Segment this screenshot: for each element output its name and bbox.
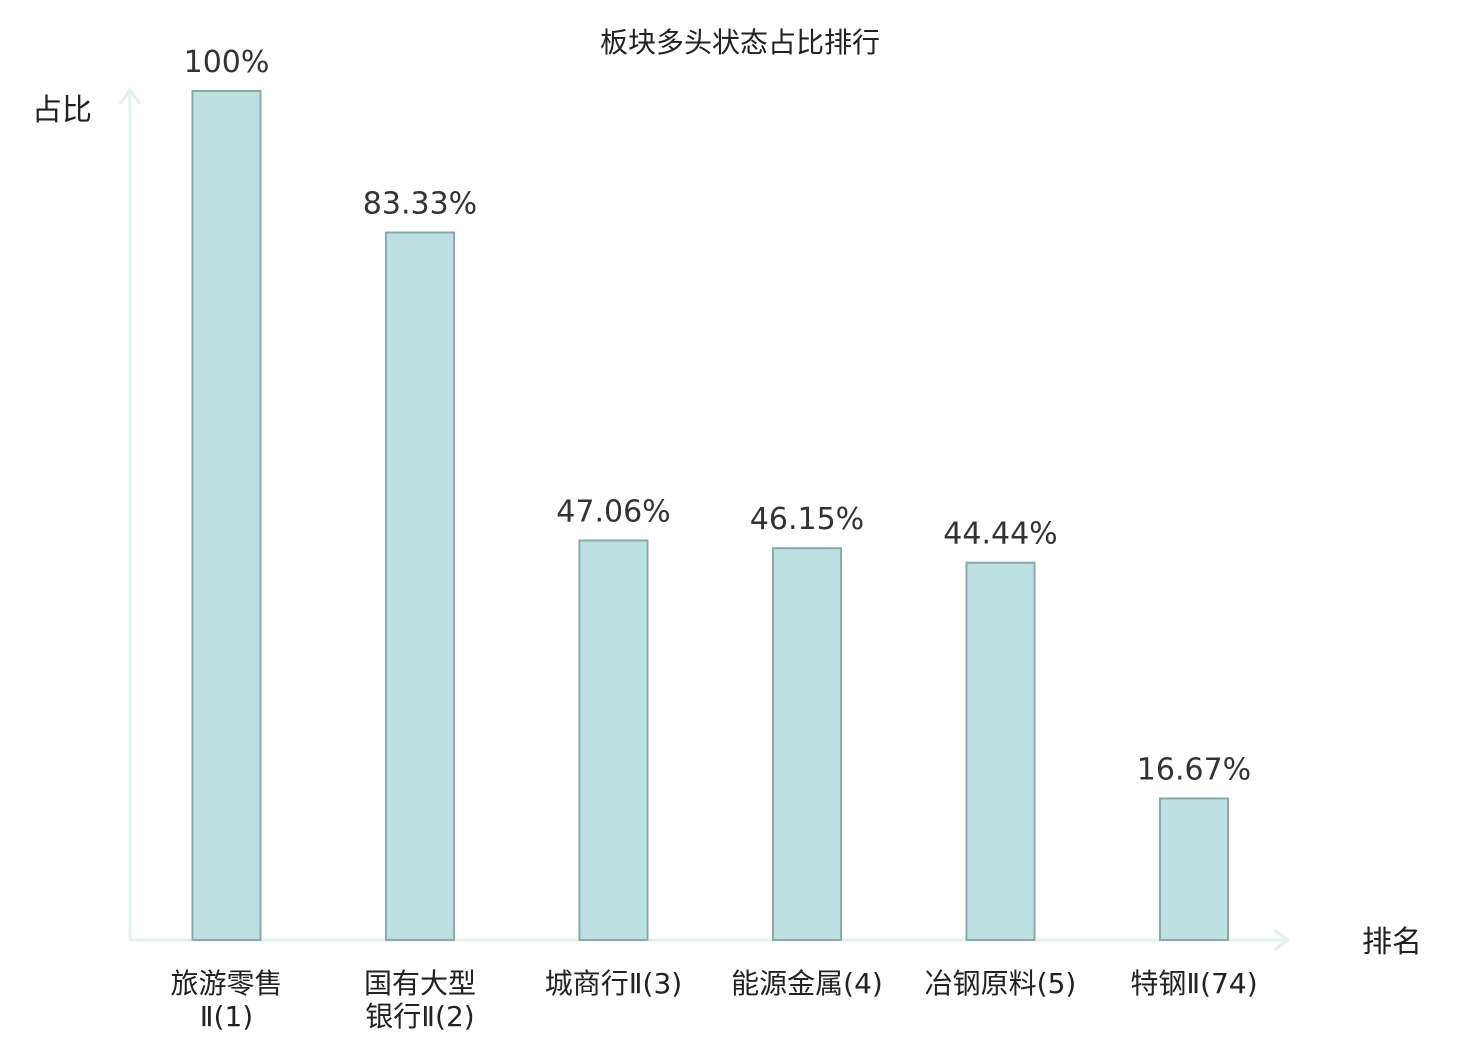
bar — [965, 561, 1036, 941]
axes — [118, 87, 1291, 952]
data-label: 46.15% — [750, 502, 864, 537]
bar — [385, 231, 455, 941]
data-label: 83.33% — [363, 187, 477, 222]
data-label: 47.06% — [556, 494, 670, 529]
x-axis-arrow-icon — [1273, 928, 1291, 952]
bar — [578, 539, 649, 941]
category-label: Ⅱ(1) — [200, 1000, 253, 1033]
x-axis-label: 排名 — [1362, 925, 1422, 960]
data-label: 44.44% — [943, 517, 1057, 552]
y-axis-arrow-icon — [118, 87, 142, 105]
category-label: 冶钢原料(5) — [925, 967, 1077, 1000]
bar — [1159, 797, 1229, 941]
category-label: 国有大型 — [364, 967, 476, 1000]
data-label: 16.67% — [1137, 752, 1251, 787]
category-label: 银行Ⅱ(2) — [365, 1000, 474, 1033]
bar — [772, 547, 842, 942]
value-labels-group: 100% 83.33% 47.06% 46.15% 44.44% 16.67% — [184, 45, 1252, 787]
bar — [191, 90, 262, 941]
category-label: 城商行Ⅱ(3) — [545, 967, 682, 1000]
bars-group — [191, 90, 1229, 942]
category-label: 特钢Ⅱ(74) — [1130, 967, 1257, 1000]
data-label: 100% — [184, 45, 270, 80]
category-label: 能源金属(4) — [731, 967, 883, 1000]
y-axis-label: 占比 — [32, 93, 92, 128]
chart-title: 板块多头状态占比排行 — [600, 26, 880, 59]
category-label: 旅游零售 — [170, 967, 282, 1000]
